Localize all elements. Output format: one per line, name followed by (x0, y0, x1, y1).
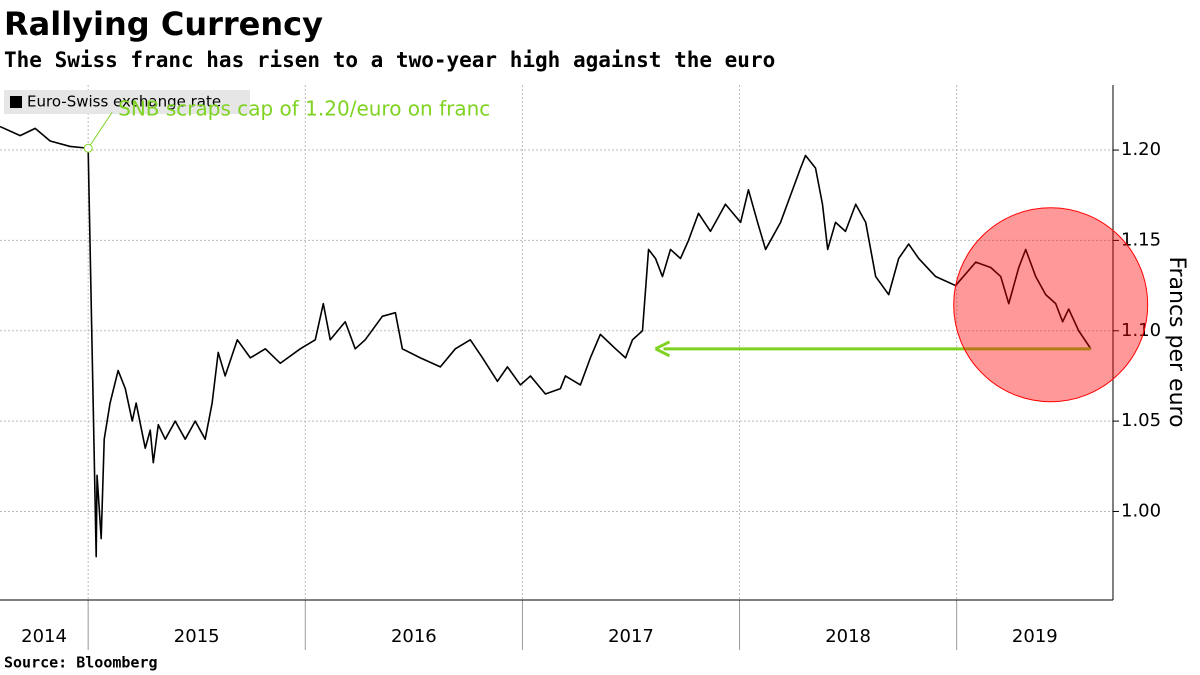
x-tick-label: 2019 (1012, 626, 1058, 647)
arrow-head (654, 340, 671, 358)
y-tick-label: 1.15 (1121, 229, 1161, 250)
x-tick-label: 2015 (174, 626, 220, 647)
y-tick-label: 1.05 (1121, 410, 1161, 431)
y-tick-label: 1.20 (1121, 139, 1161, 160)
chart-title: Rallying Currency (4, 5, 323, 43)
legend-swatch (10, 96, 22, 108)
y-tick-label: 1.00 (1121, 500, 1161, 521)
highlight-circle (953, 207, 1149, 403)
x-tick-label: 2017 (608, 626, 654, 647)
x-tick-label: 2016 (391, 626, 437, 647)
x-tick-label: 2018 (825, 626, 871, 647)
legend-label: Euro-Swiss exchange rate (27, 93, 221, 111)
reference-arrow (654, 340, 1091, 358)
source: Source: Bloomberg (4, 654, 158, 672)
annotation-leader (87, 111, 113, 149)
annotation-text: SNB scraps cap of 1.20/euro on franc (118, 97, 490, 121)
legend-box (4, 90, 250, 114)
annotation-point (83, 143, 93, 153)
x-tick-label: 2014 (21, 626, 67, 647)
line-series (0, 125, 1092, 558)
y-axis-label: Francs per euro (1164, 256, 1189, 427)
y-tick-label: 1.10 (1121, 320, 1161, 341)
chart-subtitle: The Swiss franc has risen to a two-year … (4, 48, 775, 72)
